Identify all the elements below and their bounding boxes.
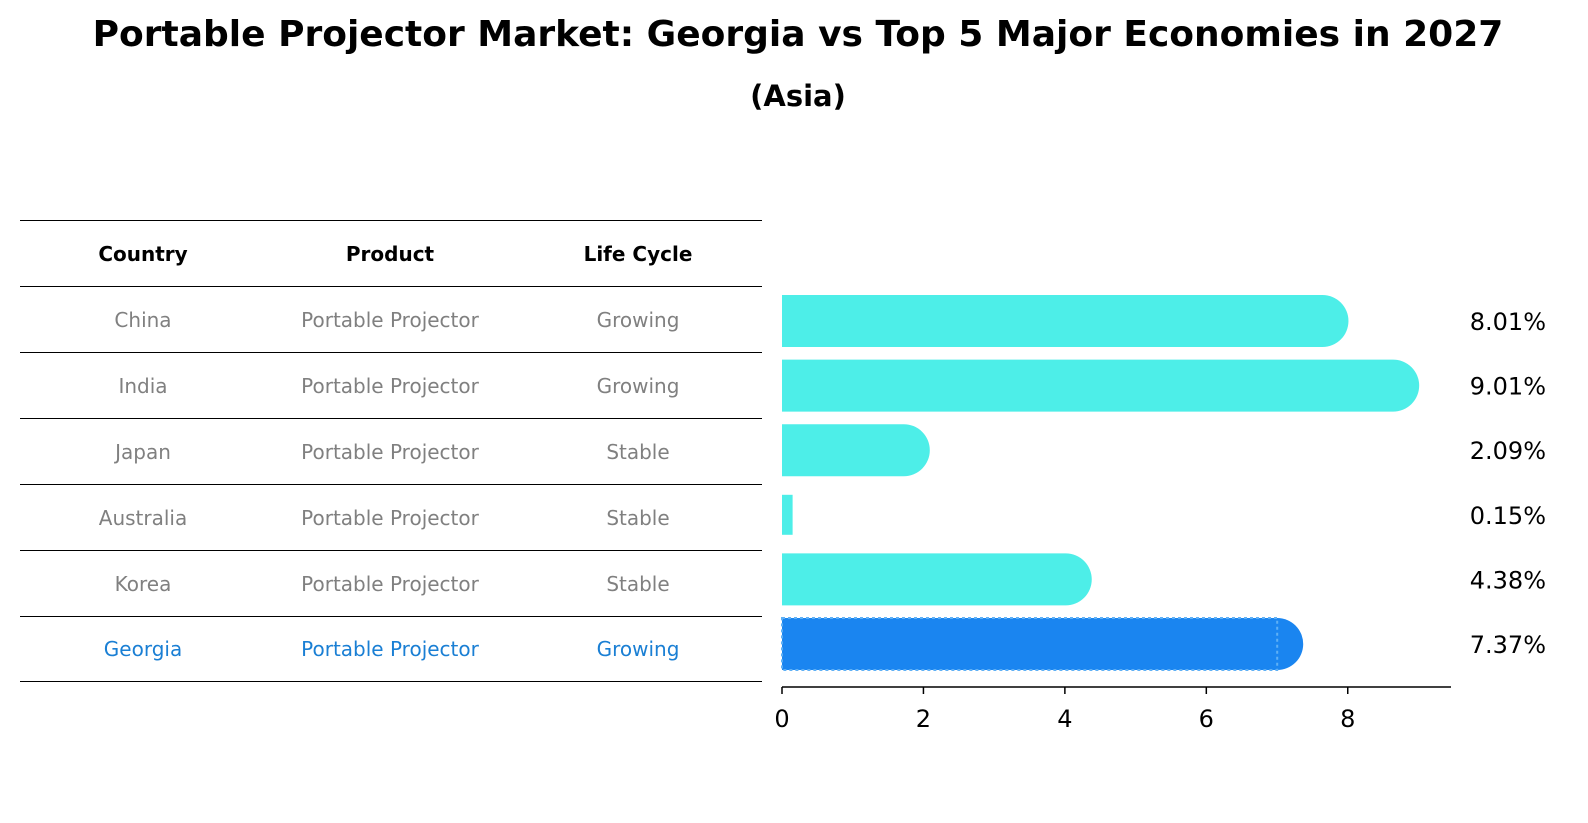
- x-tick-label-8: 8: [1340, 705, 1355, 733]
- cell-life-cycle: Stable: [606, 571, 670, 596]
- table-row-highlight: Georgia Portable Projector Growing: [20, 616, 762, 682]
- data-label-georgia: 7.37%: [1470, 631, 1546, 659]
- cell-product: Portable Projector: [301, 505, 479, 530]
- cell-country: Georgia: [103, 637, 183, 661]
- data-label-korea: 4.38%: [1470, 566, 1546, 594]
- data-label-india: 9.01%: [1470, 373, 1546, 401]
- cell-life-cycle: Growing: [596, 637, 680, 661]
- cell-country: China: [114, 307, 172, 332]
- table-row: China Portable Projector Growing: [20, 286, 762, 352]
- table-header-row: Country Product Life Cycle: [20, 220, 762, 286]
- cell-life-cycle: Growing: [596, 373, 680, 398]
- bar-highlight-outline: [781, 617, 1279, 671]
- cell-product: Portable Projector: [301, 307, 479, 332]
- x-tick-label-0: 0: [774, 705, 789, 733]
- table-row: India Portable Projector Growing: [20, 352, 762, 418]
- cell-product: Portable Projector: [301, 373, 479, 398]
- chart-title: Portable Projector Market: Georgia vs To…: [92, 14, 1504, 55]
- cell-country: Australia: [98, 505, 188, 530]
- header-product: Product: [345, 241, 435, 266]
- data-label-china: 8.01%: [1470, 308, 1546, 336]
- chart-subtitle: (Asia): [750, 79, 846, 113]
- cell-country: India: [118, 373, 168, 398]
- cell-product: Portable Projector: [301, 439, 479, 464]
- table-row: Korea Portable Projector Stable: [20, 550, 762, 616]
- cell-product: Portable Projector: [301, 637, 479, 661]
- cell-life-cycle: Growing: [596, 307, 680, 332]
- bar-australia: [782, 494, 793, 535]
- data-label-australia: 0.15%: [1470, 502, 1546, 530]
- header-life-cycle: Life Cycle: [583, 241, 693, 266]
- bar-india: [782, 359, 1420, 412]
- table-row: Australia Portable Projector Stable: [20, 484, 762, 550]
- x-tick-label-6: 6: [1199, 705, 1214, 733]
- bar-japan: [782, 424, 930, 477]
- x-tick-label-4: 4: [1057, 705, 1072, 733]
- market-table: Country Product Life Cycle China Portabl…: [20, 220, 762, 682]
- bar-korea: [782, 553, 1092, 606]
- table-row: Japan Portable Projector Stable: [20, 418, 762, 484]
- bar-china: [782, 295, 1349, 347]
- cell-country: Japan: [115, 439, 171, 464]
- cell-country: Korea: [114, 571, 172, 596]
- header-country: Country: [98, 241, 188, 266]
- data-label-japan: 2.09%: [1470, 437, 1546, 465]
- cell-product: Portable Projector: [301, 571, 479, 596]
- cell-life-cycle: Stable: [606, 439, 670, 464]
- x-tick-label-2: 2: [916, 705, 931, 733]
- cell-life-cycle: Stable: [606, 505, 670, 530]
- bar-georgia: [782, 618, 1304, 670]
